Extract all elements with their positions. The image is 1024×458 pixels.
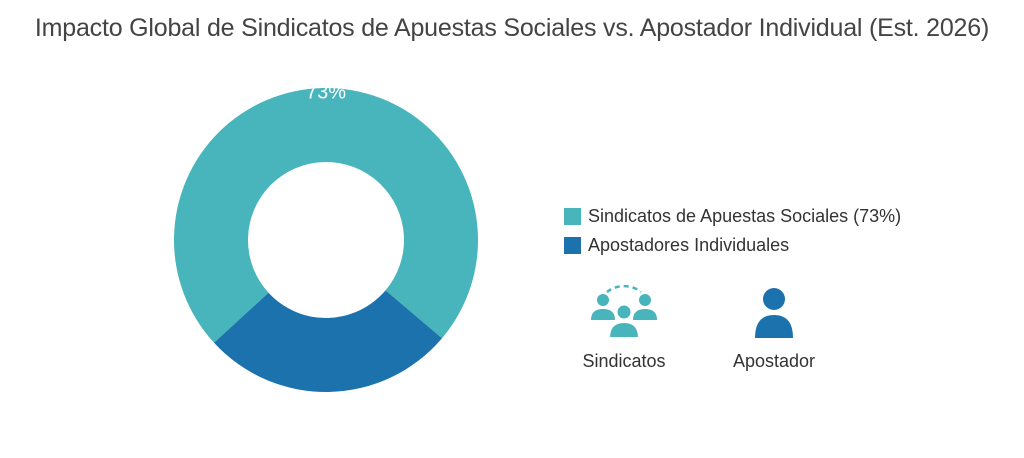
donut-chart: 73%	[174, 81, 479, 392]
bettor-icon-block: Apostador	[722, 282, 826, 372]
legend-label-syndicates: Sindicatos de Apuestas Sociales (73%)	[588, 206, 902, 226]
chart-title: Impacto Global de Sindicatos de Apuestas…	[34, 14, 990, 42]
legend-swatch-syndicates	[564, 208, 581, 225]
syndicates-icon-label: Sindicatos	[582, 351, 666, 371]
donut-label-syndicates: 73%	[306, 81, 346, 103]
legend-item-individuals: Apostadores Individuales	[564, 231, 901, 260]
legend-swatch-individuals	[564, 237, 581, 254]
donut-slice-syndicates	[174, 88, 479, 343]
syndicates-icon-block: Sindicatos	[572, 282, 676, 372]
group-icon	[591, 284, 657, 339]
legend-label-individuals: Apostadores Individuales	[588, 235, 790, 255]
person-icon	[755, 288, 793, 338]
legend-item-syndicates: Sindicatos de Apuestas Sociales (73%)	[564, 202, 901, 231]
bettor-icon-label: Apostador	[732, 351, 816, 371]
donut-slice-individuals	[214, 290, 443, 392]
legend: Sindicatos de Apuestas Sociales (73%) Ap…	[564, 202, 901, 260]
